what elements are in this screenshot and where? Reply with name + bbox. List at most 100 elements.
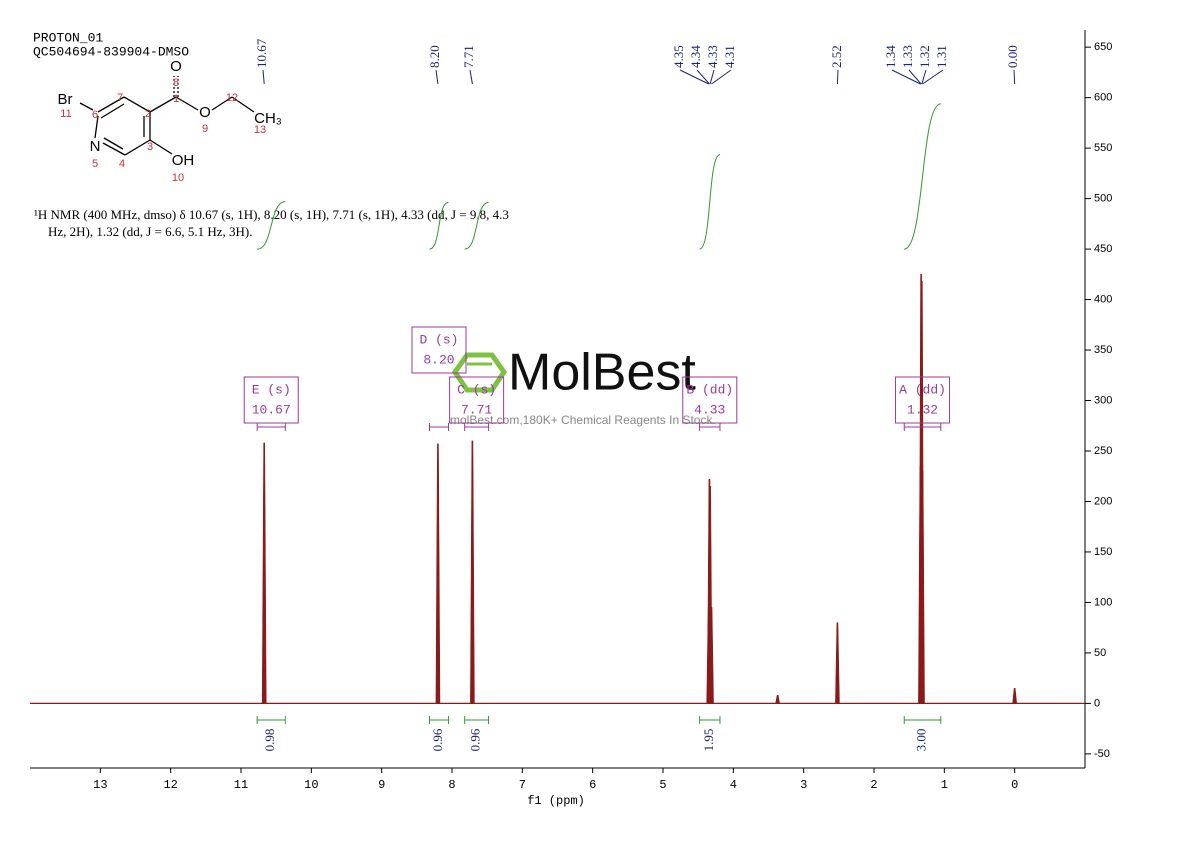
multiplet-shift: 4.33 — [694, 402, 725, 417]
peak-label-leader — [836, 69, 839, 85]
y-tick-label: 100 — [1094, 596, 1112, 608]
peak-label-leader — [922, 69, 944, 85]
peak-label: 4.34 — [688, 45, 703, 68]
peak — [435, 443, 441, 704]
multiplet-box — [682, 376, 738, 424]
multiplet-box — [243, 376, 299, 424]
integral-curve — [464, 202, 489, 250]
integral-value: 1.95 — [701, 729, 716, 752]
multiplet-label: B (dd) — [686, 382, 733, 397]
annotation: Hz, 2H), 1.32 (dd, J = 6.6, 5.1 Hz, 3H). — [48, 224, 252, 239]
y-tick-label: 450 — [1094, 243, 1112, 255]
multiplet-label: A (dd) — [899, 382, 946, 397]
peak — [920, 470, 925, 704]
peak-label: 4.31 — [722, 45, 737, 68]
x-tick-label: 1 — [941, 778, 948, 792]
multiplet-box — [411, 326, 467, 374]
annotation: ¹H NMR (400 MHz, dmso) δ 10.67 (s, 1H), … — [34, 207, 509, 222]
y-tick-label: -50 — [1094, 748, 1110, 760]
peak-label: 1.34 — [883, 45, 898, 68]
y-tick-label: 300 — [1094, 394, 1112, 406]
peak-label: 1.33 — [900, 45, 915, 68]
peak — [835, 622, 840, 704]
atom-label: CH₃ — [254, 110, 282, 127]
x-tick-label: 6 — [589, 778, 596, 792]
peak-label-leader — [262, 69, 265, 85]
x-tick-label: 8 — [448, 778, 455, 792]
multiplet-shift: 8.20 — [423, 352, 454, 367]
peak-label: 2.52 — [829, 45, 844, 68]
integral-curve — [257, 201, 286, 250]
peak-label-leader — [435, 69, 439, 85]
peak-label-leader — [711, 69, 732, 85]
y-tick-label: 350 — [1094, 344, 1112, 356]
atom-label: 6 — [92, 109, 98, 121]
atom-label: 11 — [60, 108, 71, 120]
atom-label: 10 — [172, 172, 184, 184]
x-tick-label: 7 — [519, 778, 526, 792]
peak-label: 7.71 — [461, 45, 476, 68]
watermark-tagline: molBest.com,180K+ Chemical Reagents In S… — [450, 413, 716, 427]
atom-label: N — [90, 138, 101, 155]
peak-label-leader — [908, 69, 922, 85]
integral-value: 3.00 — [914, 729, 929, 752]
atom-label: O — [170, 58, 182, 75]
peak-label-leader — [709, 69, 715, 85]
peak-label: 0.00 — [1005, 45, 1020, 68]
peak — [709, 607, 714, 704]
integral-value: 0.96 — [430, 728, 445, 751]
peak-label-leader — [891, 69, 921, 85]
atom-label: OH — [172, 152, 195, 169]
atom-label: 1 — [173, 93, 179, 105]
peak — [775, 695, 781, 704]
peak — [1012, 687, 1018, 704]
peak-label-leader — [679, 69, 709, 85]
atom-label: Br — [58, 91, 73, 108]
peak — [470, 440, 475, 704]
multiplet-shift: 10.67 — [252, 402, 291, 417]
peak — [261, 442, 267, 704]
y-tick-label: 150 — [1094, 546, 1112, 558]
y-tick-label: 0 — [1094, 697, 1100, 709]
y-tick-label: 200 — [1094, 495, 1112, 507]
multiplet-box — [449, 376, 505, 424]
peak-label: 10.67 — [254, 38, 269, 68]
x-tick-label: 9 — [378, 778, 385, 792]
peak-label: 8.20 — [427, 45, 442, 68]
multiplet-label: E (s) — [252, 382, 291, 397]
multiplet-box — [895, 376, 951, 424]
peak-label-leader — [1013, 69, 1016, 85]
integral-value: 0.98 — [262, 729, 277, 752]
peak-label: 4.33 — [705, 45, 720, 68]
atom-label: 12 — [226, 92, 238, 104]
y-tick-label: 50 — [1094, 647, 1106, 659]
atom-label: 5 — [92, 158, 98, 170]
y-tick-label: 650 — [1094, 41, 1112, 53]
subtitle: QC504694-839904-DMSO — [33, 44, 189, 59]
x-tick-label: 0 — [1011, 778, 1018, 792]
atom-label: 9 — [202, 123, 208, 135]
y-tick-label: 400 — [1094, 293, 1112, 305]
y-tick-label: 500 — [1094, 193, 1112, 205]
integral-curve — [429, 202, 449, 250]
x-tick-label: 11 — [234, 778, 248, 792]
peak-label: 1.31 — [934, 45, 949, 68]
multiplet-label: C (s) — [457, 382, 496, 397]
atom-label: 4 — [119, 158, 125, 170]
x-tick-label: 13 — [93, 778, 107, 792]
title: PROTON_01 — [33, 30, 103, 45]
x-tick-label: 3 — [800, 778, 807, 792]
watermark-logo — [451, 352, 508, 393]
watermark-brand: MolBest — [508, 344, 696, 402]
x-tick-label: 5 — [659, 778, 666, 792]
peak-label-leader — [696, 69, 710, 85]
atom-label: 7 — [117, 92, 123, 104]
x-tick-label: 4 — [730, 778, 737, 792]
atom-label: 13 — [254, 124, 266, 136]
x-tick-label: 10 — [304, 778, 318, 792]
molecule-bonds — [79, 76, 255, 156]
x-tick-label: 2 — [870, 778, 877, 792]
x-tick-label: 12 — [163, 778, 177, 792]
peak-label: 1.32 — [917, 45, 932, 68]
